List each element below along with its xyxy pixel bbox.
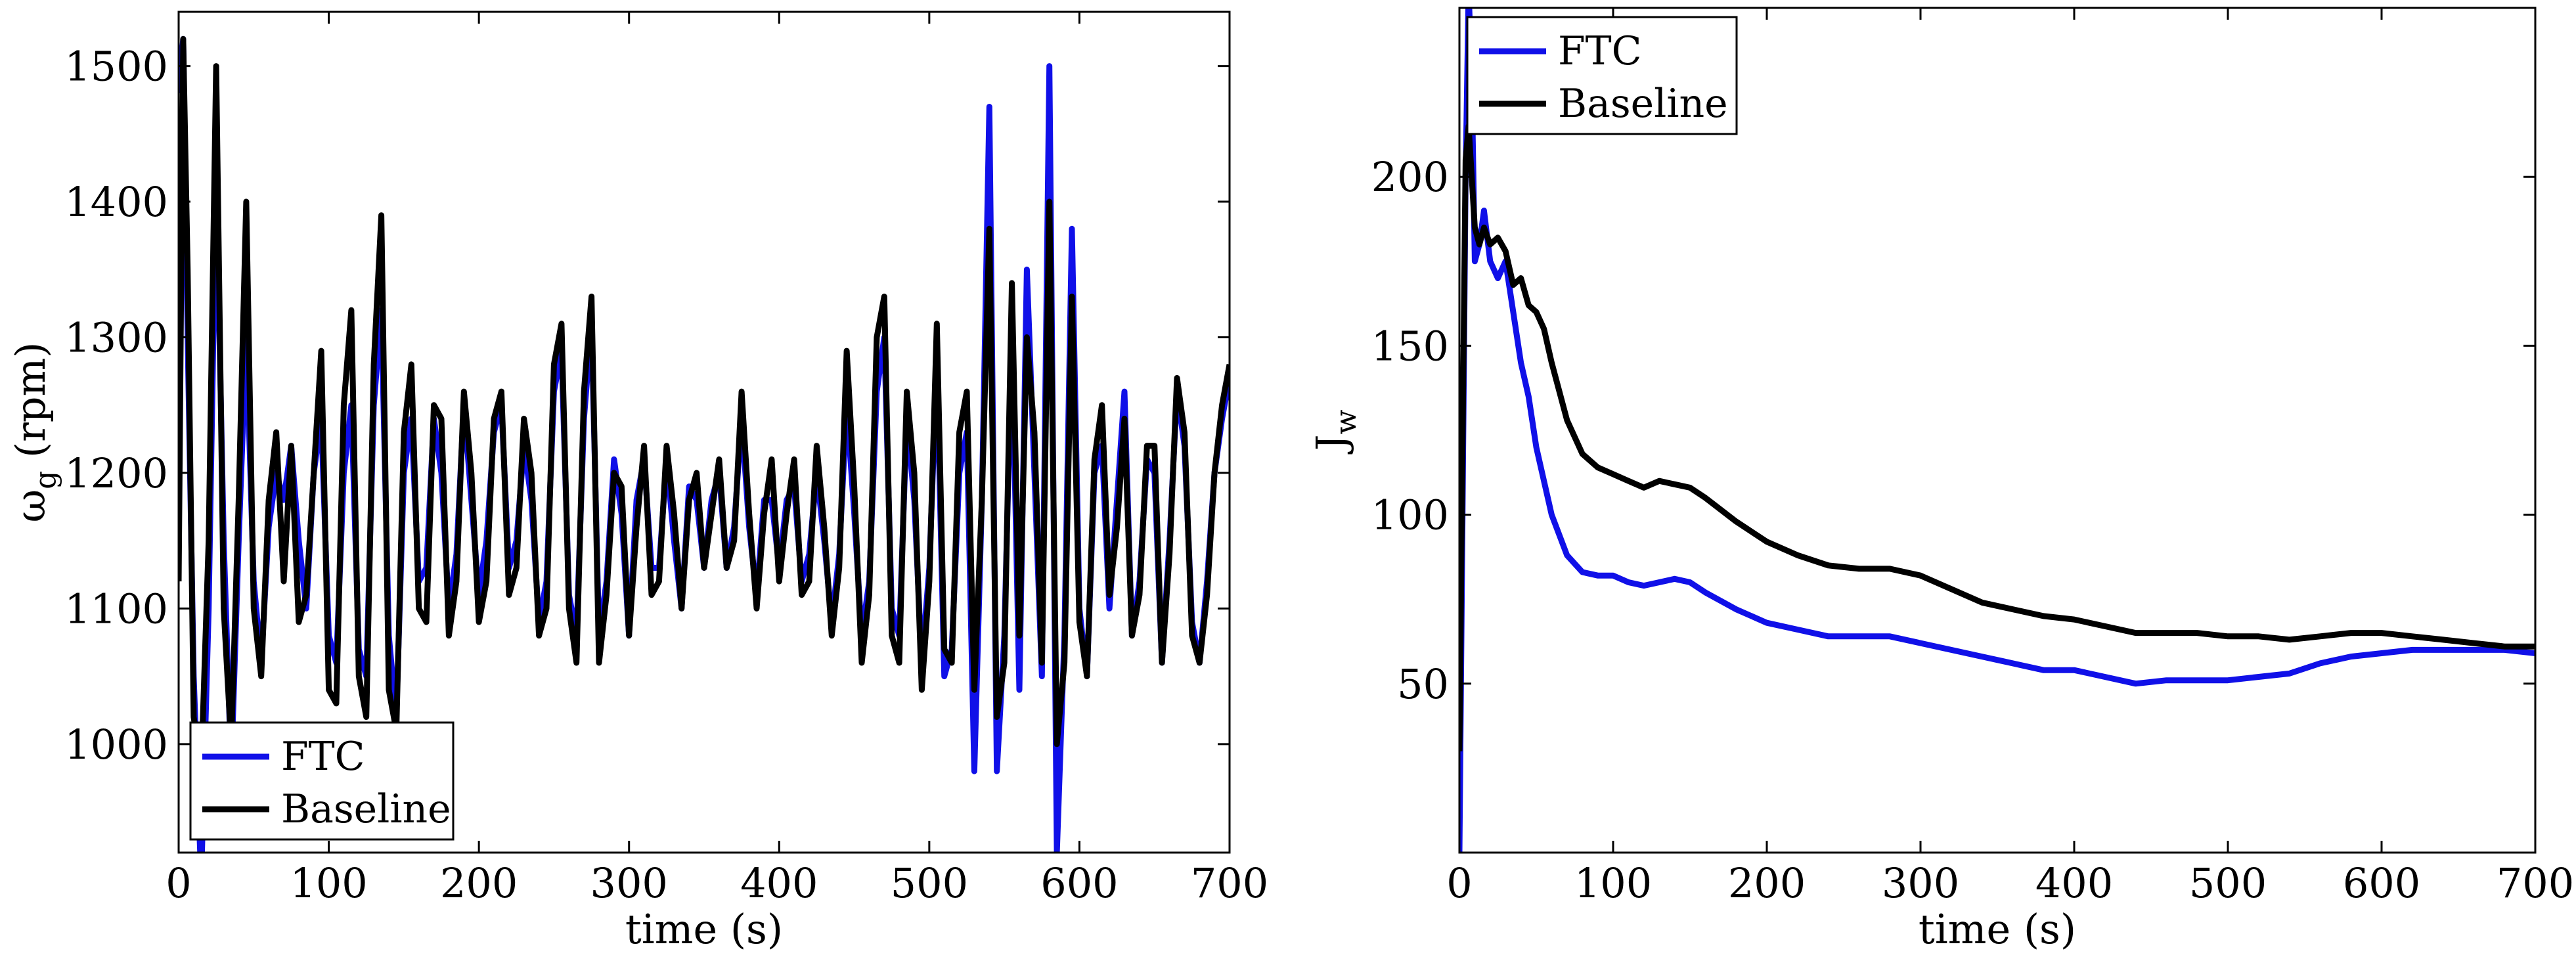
x-tick-label: 200: [440, 859, 518, 907]
x-tick-label: 700: [2497, 859, 2574, 907]
series-line-baseline: [1459, 123, 2535, 751]
y-tick-label: 1200: [64, 449, 168, 497]
plot-frame: [1458, 7, 2537, 854]
legend-box: [1466, 16, 1738, 135]
legend-label-ftc: FTC: [281, 734, 365, 780]
plot-frame: [177, 11, 1231, 854]
y-axis-label: Jw: [1307, 409, 1363, 455]
x-tick-label: 400: [2035, 859, 2113, 907]
x-tick-label: 700: [1191, 859, 1268, 907]
y-tick-label: 1500: [64, 43, 168, 91]
x-tick-label: 400: [740, 859, 818, 907]
y-tick-label: 1300: [64, 313, 168, 361]
legend: FTC Baseline: [189, 721, 455, 841]
legend: FTC Baseline: [1466, 16, 1738, 135]
y-axis-label: ωg (rpm): [7, 342, 62, 523]
legend-label-baseline: Baseline: [1558, 81, 1728, 127]
x-tick-label: 100: [290, 859, 367, 907]
legend-box: [189, 721, 455, 841]
legend-label-ftc: FTC: [1558, 28, 1642, 74]
chart-panel-1: 0 100 200 300 400 500 600 700 1000 1100 1200 1300 14…: [7, 11, 1268, 953]
legend-label-baseline: Baseline: [281, 786, 451, 832]
x-tick-label: 0: [1446, 859, 1472, 907]
x-tick-label: 500: [2189, 859, 2267, 907]
x-tick-label: 0: [166, 859, 191, 907]
x-tick-label: 600: [1040, 859, 1118, 907]
x-tick-label: 600: [2343, 859, 2420, 907]
x-axis-label: time (s): [1919, 905, 2076, 953]
y-tick-label: 150: [1371, 322, 1449, 370]
y-tick-label: 1000: [64, 721, 168, 769]
y-tick-label: 200: [1371, 153, 1449, 201]
y-tick-label: 1100: [64, 585, 168, 633]
series-line-baseline: [179, 35, 1230, 774]
x-tick-label: 100: [1574, 859, 1652, 907]
y-tick-label: 1400: [64, 178, 168, 226]
series-line-ftc: [1459, 8, 2535, 853]
x-tick-label: 200: [1728, 859, 1806, 907]
x-tick-label: 300: [590, 859, 668, 907]
x-axis-label: time (s): [625, 905, 783, 953]
x-tick-label: 300: [1882, 859, 1959, 907]
y-tick-label: 100: [1371, 491, 1449, 539]
x-tick-label: 500: [891, 859, 968, 907]
chart-panel-2: 0 100 200 300 400 500 600 700 50 100 150 200 time (s…: [1307, 7, 2574, 953]
y-tick-label: 50: [1397, 660, 1449, 708]
